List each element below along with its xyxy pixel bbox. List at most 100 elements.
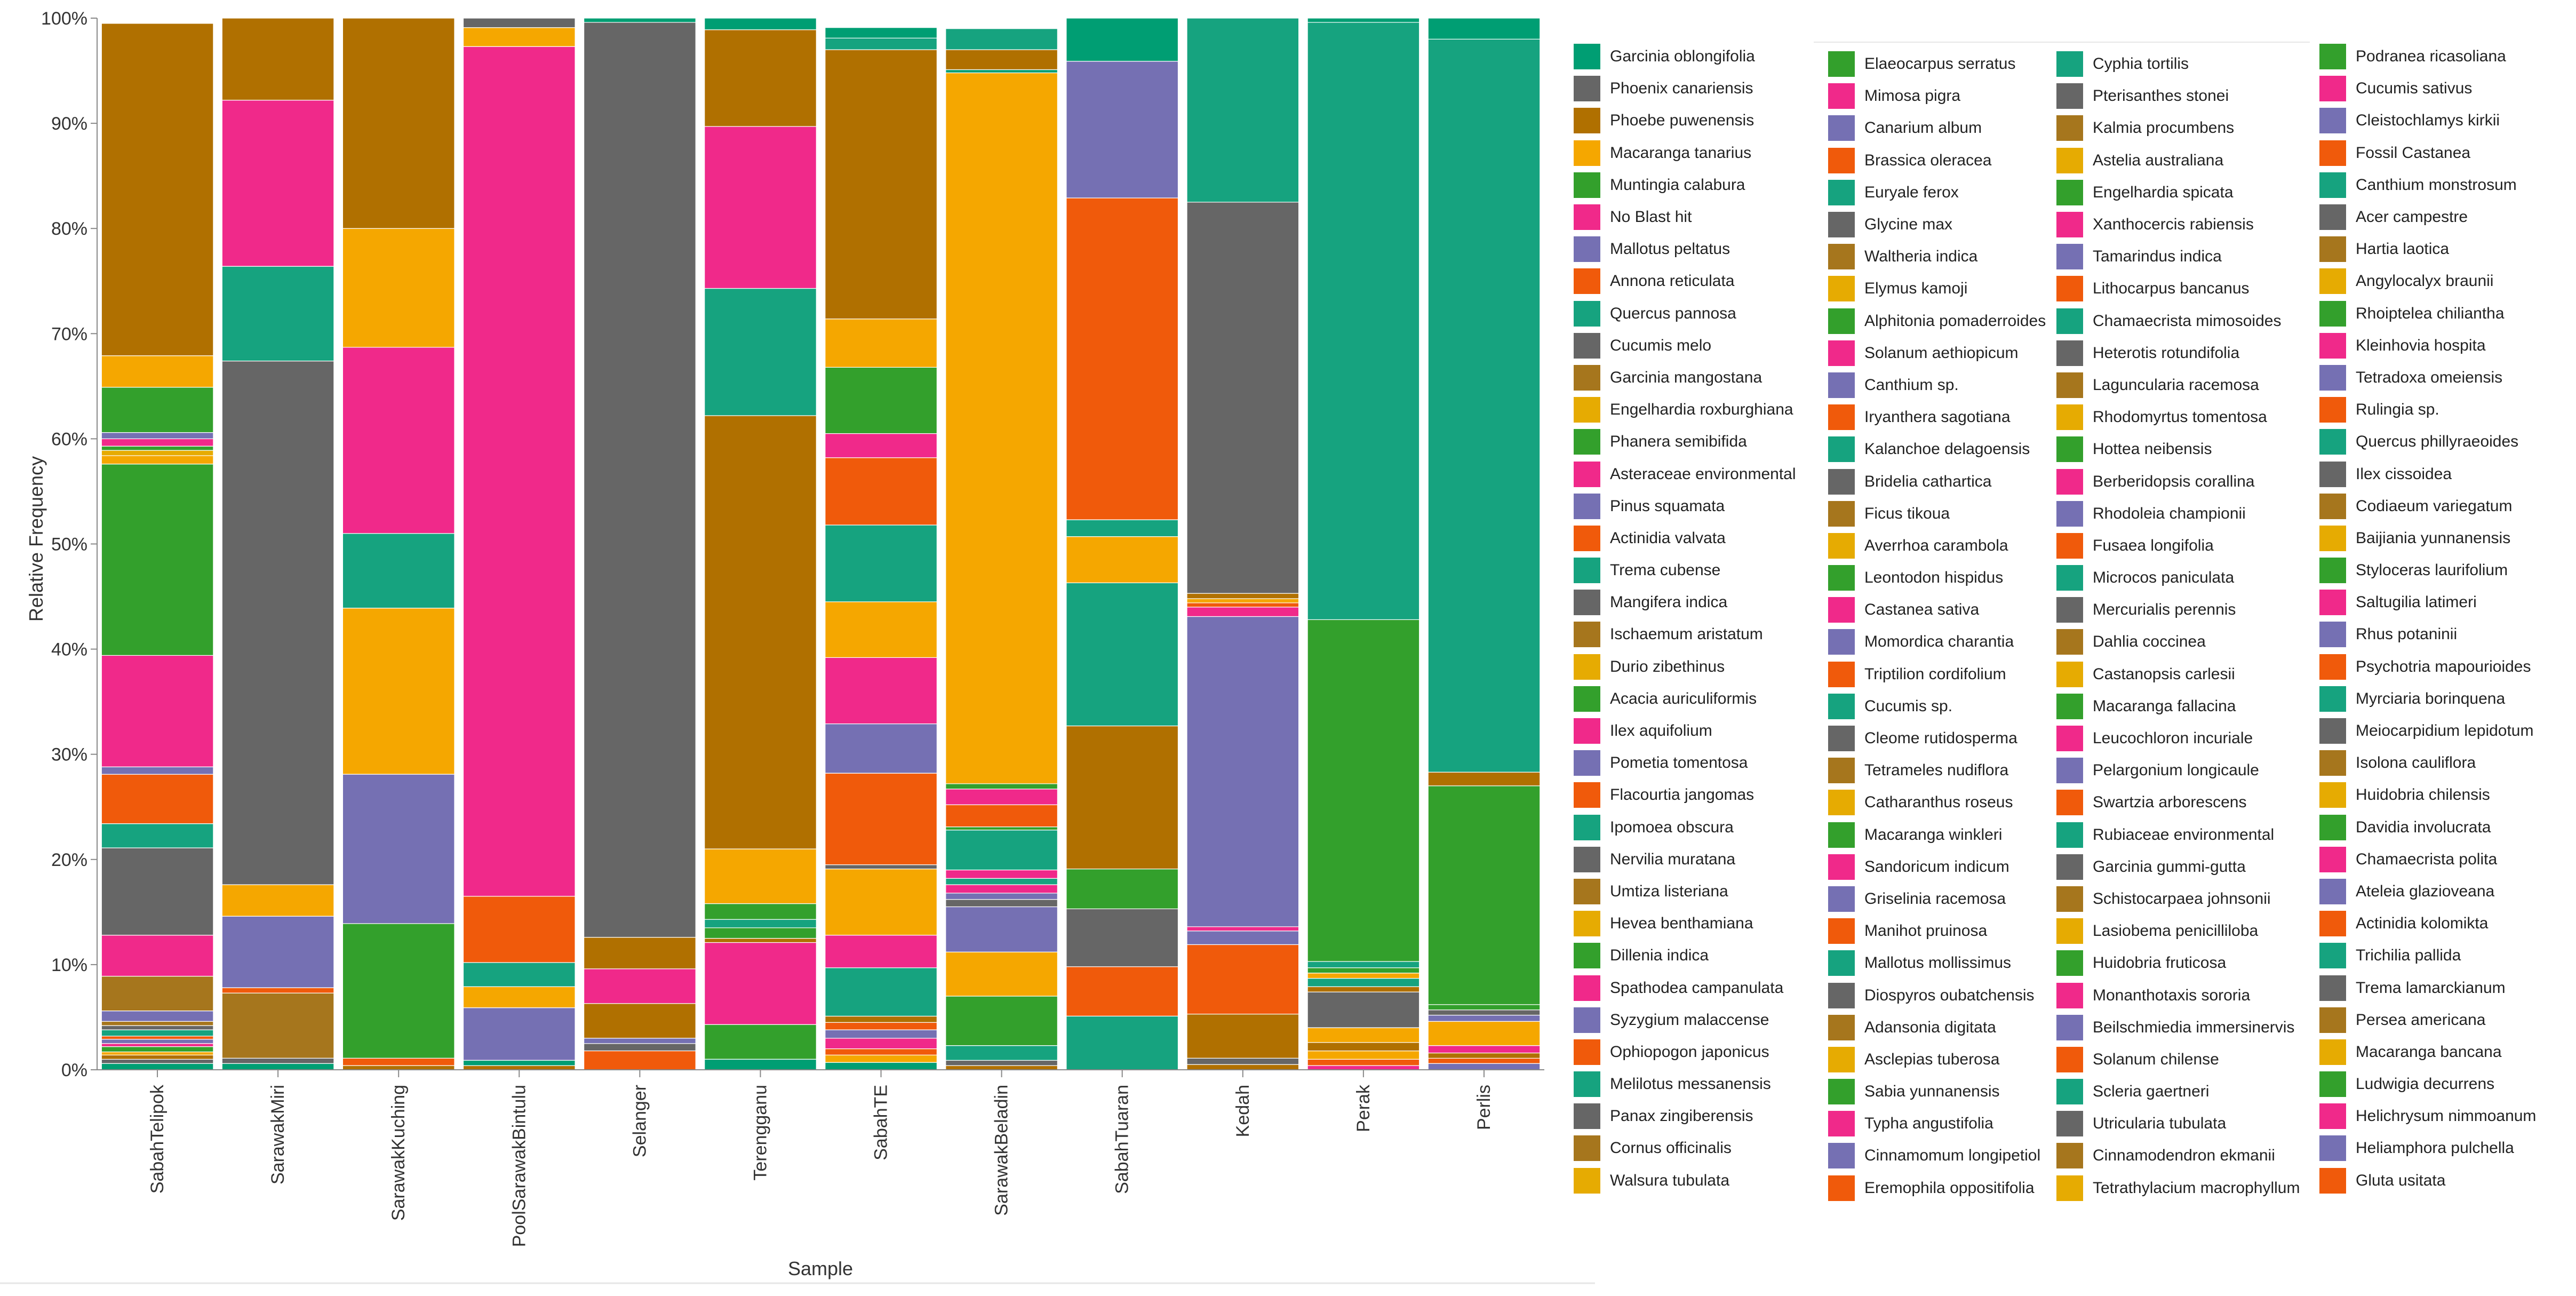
bar-segment[interactable] [101,1036,214,1040]
bar-segment[interactable] [825,773,938,865]
legend-item[interactable]: Acacia auriculiformis [1574,683,1796,715]
legend-item[interactable]: Nervilia muratana [1574,844,1796,876]
bar-segment[interactable] [704,937,817,943]
bar-segment[interactable] [1066,966,1179,1017]
bar-segment[interactable] [1427,38,1541,773]
bar-segment[interactable] [945,899,1058,908]
bar-segment[interactable] [462,962,576,987]
legend-item[interactable]: Leucochloron incuriale [2056,722,2300,754]
bar-segment[interactable] [825,524,938,602]
bar-segment[interactable] [101,823,214,848]
legend-item[interactable]: Griselinia racemosa [1828,883,2046,915]
bar-segment[interactable] [704,1059,817,1070]
bar-segment[interactable] [1186,931,1299,945]
bar-segment[interactable] [342,18,455,229]
legend-item[interactable]: Macaranga winkleri [1828,819,2046,851]
bar-segment[interactable] [704,848,817,904]
bar-segment[interactable] [945,996,1058,1046]
legend-item[interactable]: Canarium album [1828,112,2046,144]
legend-item[interactable]: Spathodea campanulata [1574,972,1796,1004]
bar-segment[interactable] [462,18,576,28]
bar-segment[interactable] [101,446,214,451]
legend-item[interactable]: Castanea sativa [1828,594,2046,626]
legend-item[interactable]: Bridelia cathartica [1828,465,2046,497]
legend-item[interactable]: Cucumis sativus [2319,73,2536,105]
bar-segment[interactable] [221,266,334,362]
legend-item[interactable]: Xanthocercis rabiensis [2056,209,2300,241]
legend-item[interactable]: Huidobria fruticosa [2056,947,2300,979]
bar-segment[interactable] [101,1025,214,1030]
legend-item[interactable]: Waltheria indica [1828,241,2046,273]
legend-item[interactable]: Acer campestre [2319,201,2536,233]
bar-segment[interactable] [825,1022,938,1030]
legend-item[interactable]: Ludwigia decurrens [2319,1068,2536,1100]
legend-item[interactable]: Kalanchoe delagoensis [1828,433,2046,465]
legend-item[interactable]: Rubiaceae environmental [2056,819,2300,851]
bar-segment[interactable] [1307,1027,1420,1043]
legend-item[interactable]: Cucumis sp. [1828,690,2046,722]
bar-segment[interactable] [825,1054,938,1063]
legend-item[interactable]: Phoenix canariensis [1574,73,1796,105]
bar-segment[interactable] [825,1029,938,1039]
legend-item[interactable]: Scleria gaertneri [2056,1076,2300,1108]
bar-segment[interactable] [583,22,696,938]
bar-segment[interactable] [1066,1015,1179,1070]
bar-segment[interactable] [1427,1021,1541,1046]
bar-segment[interactable] [101,1021,214,1026]
bar-segment[interactable] [1066,61,1179,198]
bar-segment[interactable] [945,28,1058,50]
bar-segment[interactable] [825,1062,938,1070]
bar-segment[interactable] [825,935,938,968]
bar-segment[interactable] [221,1063,334,1070]
legend-item[interactable]: Hottea neibensis [2056,433,2300,465]
bar-segment[interactable] [462,1060,576,1066]
legend-item[interactable]: Heterotis rotundifolia [2056,337,2300,369]
legend-item[interactable]: No Blast hit [1574,201,1796,233]
legend-item[interactable]: Ophiopogon japonicus [1574,1036,1796,1068]
bar-segment[interactable] [101,1043,214,1047]
bar-segment[interactable] [101,1051,214,1056]
bar-segment[interactable] [1186,18,1299,203]
bar-segment[interactable] [825,657,938,725]
bar-segment[interactable] [462,1007,576,1061]
legend-item[interactable]: Glycine max [1828,209,2046,241]
bar-segment[interactable] [101,774,214,824]
legend-item[interactable]: Angylocalyx braunii [2319,265,2536,297]
bar-segment[interactable] [101,766,214,775]
legend-item[interactable]: Phoebe puwenensis [1574,105,1796,137]
bar-segment[interactable] [1186,616,1299,927]
legend-item[interactable]: Mercurialis perennis [2056,594,2300,626]
legend-item[interactable]: Cucumis melo [1574,330,1796,362]
legend-item[interactable]: Utricularia tubulata [2056,1108,2300,1140]
bar-segment[interactable] [1307,1059,1420,1066]
bar-segment[interactable] [1307,967,1420,974]
bar-segment[interactable] [101,1054,214,1060]
legend-item[interactable]: Castanopsis carlesii [2056,658,2300,690]
legend-item[interactable]: Muntingia calabura [1574,169,1796,201]
legend-item[interactable]: Solanum chilense [2056,1044,2300,1076]
legend-item[interactable]: Baijiania yunnanensis [2319,522,2536,554]
legend-item[interactable]: Dillenia indica [1574,940,1796,972]
legend-item[interactable]: Alphitonia pomaderroides [1828,305,2046,337]
legend-item[interactable]: Brassica oleracea [1828,145,2046,177]
bar-segment[interactable] [1427,785,1541,1005]
legend-item[interactable]: Laguncularia racemosa [2056,369,2300,401]
legend-item[interactable]: Ateleia glazioveana [2319,876,2536,908]
bar-segment[interactable] [945,826,1058,831]
legend-item[interactable]: Sabia yunnanensis [1828,1076,2046,1108]
bar-segment[interactable] [825,1048,938,1055]
bar-segment[interactable] [583,1043,696,1052]
legend-item[interactable]: Iryanthera sagotiana [1828,401,2046,433]
bar-segment[interactable] [583,1038,696,1044]
legend-item[interactable]: Ischaemum aristatum [1574,618,1796,650]
legend-item[interactable]: Rhodoleia championii [2056,498,2300,530]
bar-segment[interactable] [825,433,938,458]
legend-item[interactable]: Garcinia gummi-gutta [2056,851,2300,883]
legend-item[interactable]: Fossil Castanea [2319,137,2536,169]
bar-segment[interactable] [1307,986,1420,992]
bar-segment[interactable] [221,360,334,885]
bar-segment[interactable] [1186,926,1299,932]
legend-item[interactable]: Ipomoea obscura [1574,812,1796,844]
bar-segment[interactable] [825,868,938,936]
bar-segment[interactable] [101,975,214,1012]
